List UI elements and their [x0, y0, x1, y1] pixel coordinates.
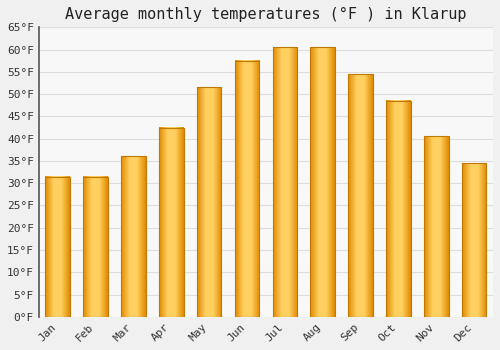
- Bar: [46, 176, 70, 317]
- Bar: [310, 47, 335, 317]
- Bar: [84, 176, 108, 317]
- Bar: [159, 127, 184, 317]
- Bar: [121, 156, 146, 317]
- Title: Average monthly temperatures (°F ) in Klarup: Average monthly temperatures (°F ) in Kl…: [65, 7, 466, 22]
- Bar: [197, 88, 222, 317]
- Bar: [462, 163, 486, 317]
- Bar: [348, 74, 373, 317]
- Bar: [272, 47, 297, 317]
- Bar: [424, 136, 448, 317]
- Bar: [234, 61, 260, 317]
- Bar: [386, 101, 410, 317]
